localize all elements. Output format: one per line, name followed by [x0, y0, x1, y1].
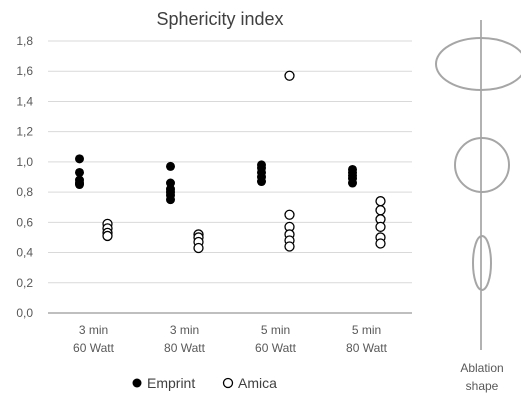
- point-amica: [284, 241, 295, 252]
- point-emprint: [75, 154, 84, 164]
- legend-marker-amica: [222, 377, 234, 389]
- y-axis-tick-labels: 0,0 0,2 0,4 0,6 0,8 1,0 1,2 1,4 1,6 1,8: [16, 34, 33, 320]
- y-tick-label: 1,0: [16, 155, 33, 169]
- point-amica: [284, 70, 295, 81]
- y-tick-label: 0,2: [16, 276, 33, 290]
- point-amica: [375, 205, 386, 216]
- point-emprint: [75, 180, 84, 190]
- grid-lines: [48, 40, 412, 314]
- circle-shape: [454, 137, 510, 193]
- category-label: 3 min: [170, 323, 199, 337]
- y-tick-label: 0,8: [16, 185, 33, 199]
- point-emprint: [257, 177, 266, 187]
- point-amica: [102, 230, 113, 242]
- point-amica: [375, 238, 386, 249]
- category-label: 60 Watt: [255, 341, 297, 355]
- y-tick-label: 0,6: [16, 215, 33, 229]
- chart-title: Sphericity index: [156, 9, 283, 29]
- ablation-shape-panel: Ablation shape: [435, 20, 521, 393]
- x-axis-category-labels: 3 min 60 Watt 3 min 80 Watt 5 min 60 Watt 5 mi…: [73, 323, 388, 355]
- point-emprint: [75, 167, 84, 177]
- y-tick-label: 1,6: [16, 64, 33, 78]
- point-emprint: [166, 195, 175, 205]
- point-emprint: [166, 161, 175, 171]
- category-label: 5 min: [352, 323, 381, 337]
- category-label: 80 Watt: [346, 341, 388, 355]
- y-tick-label: 1,2: [16, 125, 33, 139]
- legend-label-emprint: Emprint: [147, 375, 195, 391]
- legend: Emprint Amica: [132, 375, 277, 391]
- category-label: 3 min: [79, 323, 108, 337]
- point-amica: [375, 196, 386, 207]
- y-tick-label: 1,4: [16, 94, 33, 108]
- y-tick-label: 0,0: [16, 306, 33, 320]
- category-label: 80 Watt: [164, 341, 206, 355]
- ablation-label-line1: Ablation: [460, 361, 503, 375]
- point-amica: [193, 242, 204, 254]
- y-tick-label: 1,8: [16, 34, 33, 48]
- y-tick-label: 0,4: [16, 246, 33, 260]
- wide-ellipse-shape: [435, 37, 521, 91]
- point-amica: [284, 209, 295, 220]
- legend-marker-emprint: [132, 378, 142, 388]
- category-label: 60 Watt: [73, 341, 115, 355]
- category-label: 5 min: [261, 323, 290, 337]
- legend-label-amica: Amica: [238, 375, 277, 391]
- ablation-label-line2: shape: [466, 379, 499, 393]
- point-amica: [375, 221, 386, 233]
- narrow-ellipse-shape: [472, 235, 492, 291]
- point-emprint: [348, 178, 357, 188]
- data-points: [75, 70, 386, 254]
